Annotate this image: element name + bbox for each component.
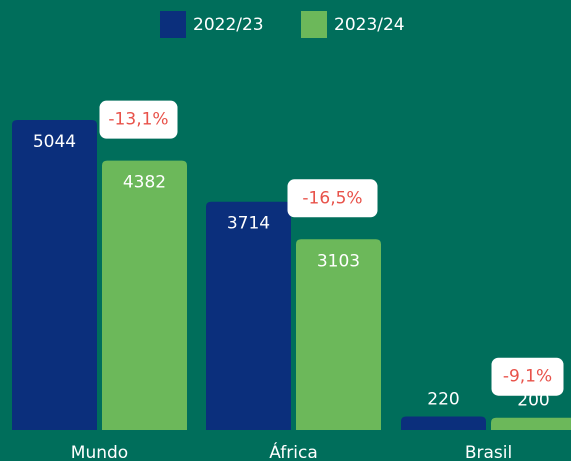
bar: [491, 417, 571, 430]
bar: [206, 201, 291, 430]
bar: [12, 120, 97, 430]
x-tick-label: Brasil: [465, 443, 512, 461]
x-tick-label: Mundo: [71, 443, 128, 461]
bar: [102, 160, 187, 430]
data-label: 5044: [33, 132, 76, 152]
annotation: -16,5%: [302, 188, 362, 208]
bar: [296, 239, 381, 430]
annotation-box: [491, 357, 564, 396]
data-label: 220: [427, 389, 459, 409]
legend-label: 2022/23: [193, 15, 264, 35]
legend-swatch: [160, 11, 186, 38]
annotation: -13,1%: [108, 110, 168, 130]
legend-label: 2023/24: [334, 15, 405, 35]
data-label: 3103: [317, 251, 360, 271]
annotation: -9,1%: [503, 367, 552, 387]
data-label: 3714: [227, 214, 270, 234]
annotation-box: [99, 100, 178, 139]
data-label: 4382: [123, 173, 166, 193]
bar: [401, 416, 486, 430]
annotation-box: [287, 179, 378, 218]
legend-swatch: [301, 11, 327, 38]
x-tick-label: África: [269, 441, 318, 461]
